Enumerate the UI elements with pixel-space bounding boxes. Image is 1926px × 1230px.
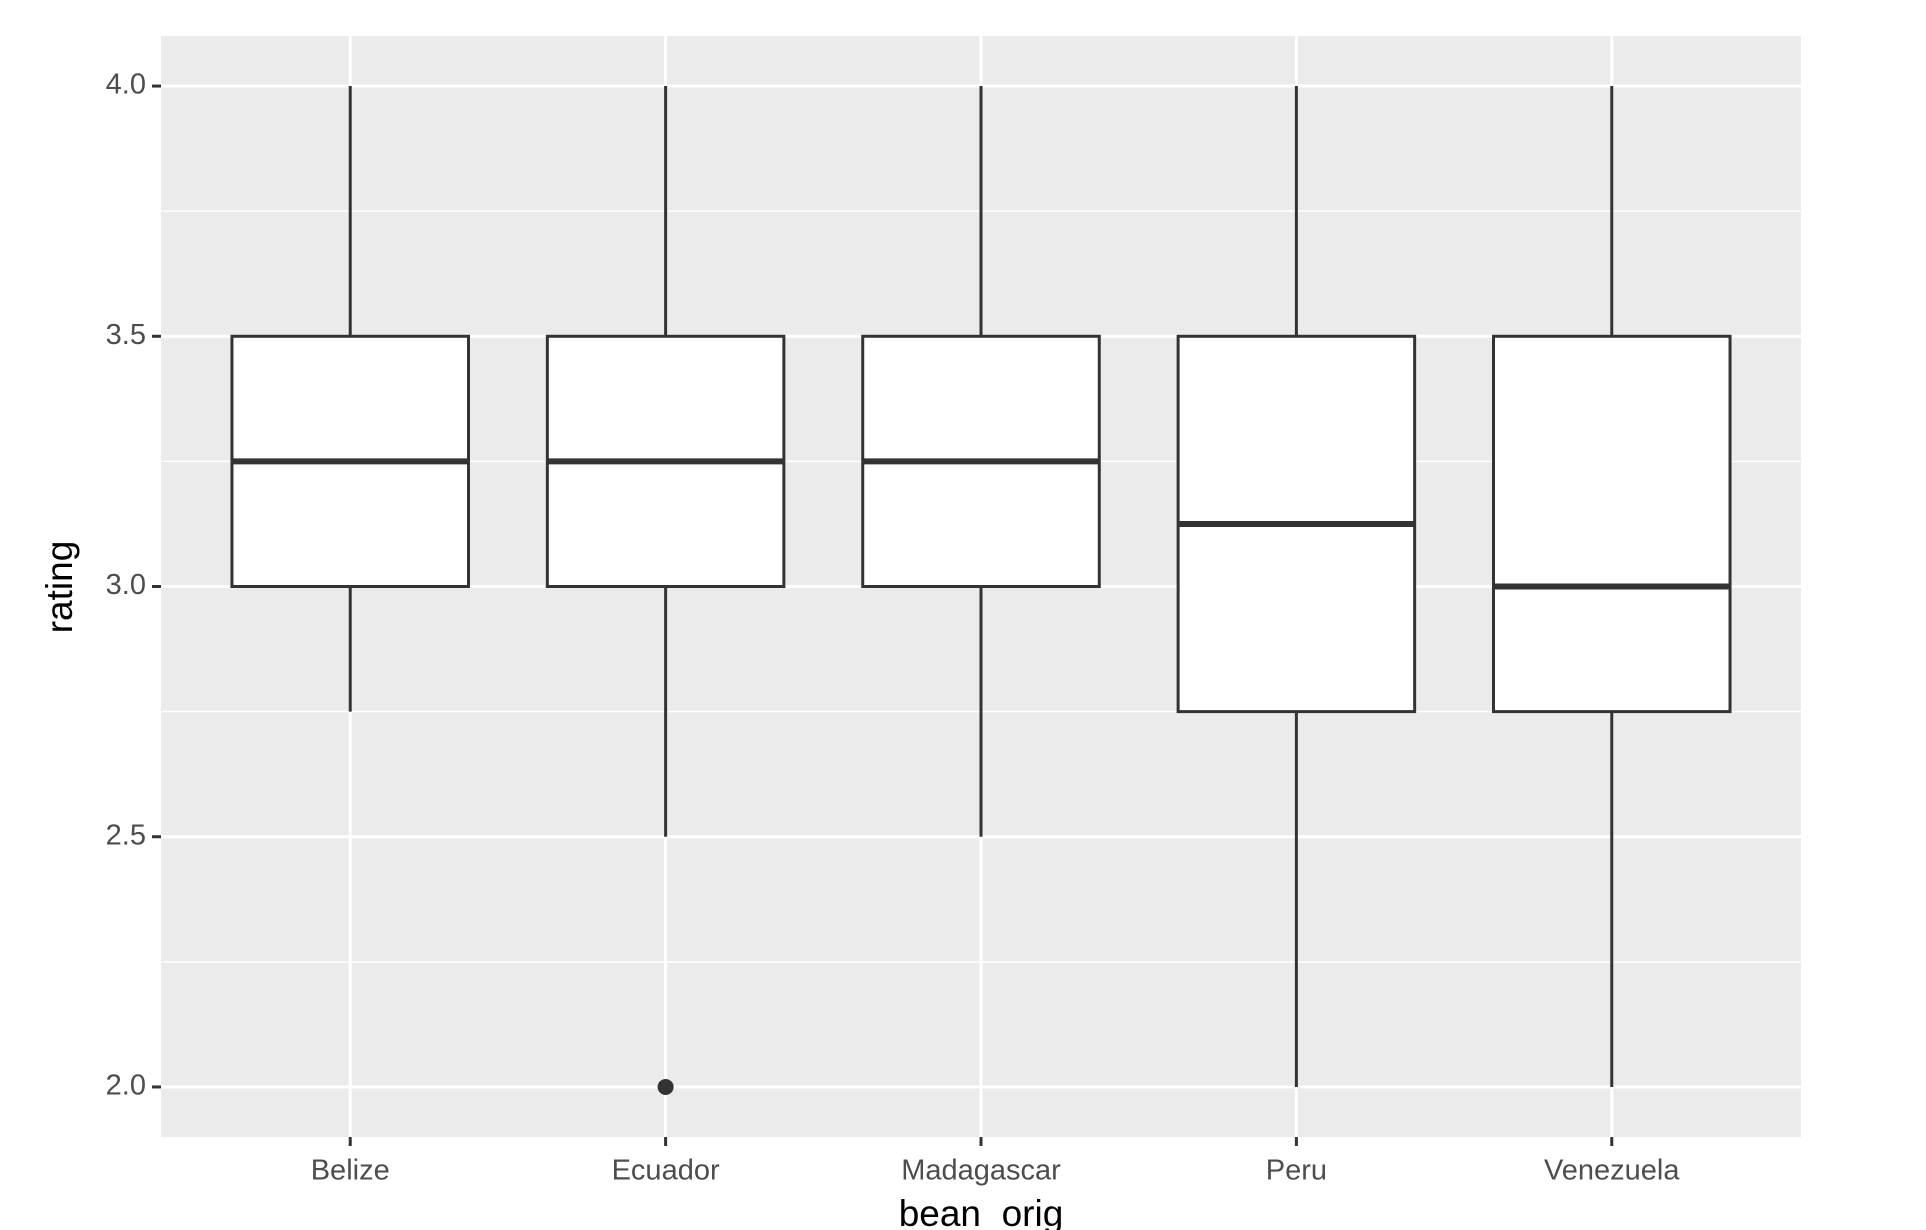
x-axis-title: bean_orig xyxy=(899,1193,1064,1230)
box xyxy=(1492,334,1732,714)
x-tick-label: Peru xyxy=(1266,1155,1327,1187)
y-tick-label: 2.5 xyxy=(106,819,146,851)
y-tick-label: 3.5 xyxy=(106,319,146,351)
x-tick-label: Belize xyxy=(311,1155,390,1187)
x-tick-label: Venezuela xyxy=(1544,1155,1680,1187)
y-axis-title: rating xyxy=(39,541,80,634)
outlier xyxy=(657,1078,674,1095)
x-tick-label: Ecuador xyxy=(612,1155,720,1187)
x-tick-label: Madagascar xyxy=(901,1155,1061,1187)
y-tick-label: 4.0 xyxy=(106,69,146,101)
y-tick-label: 3.0 xyxy=(106,569,146,601)
y-tick-label: 2.0 xyxy=(106,1070,146,1102)
